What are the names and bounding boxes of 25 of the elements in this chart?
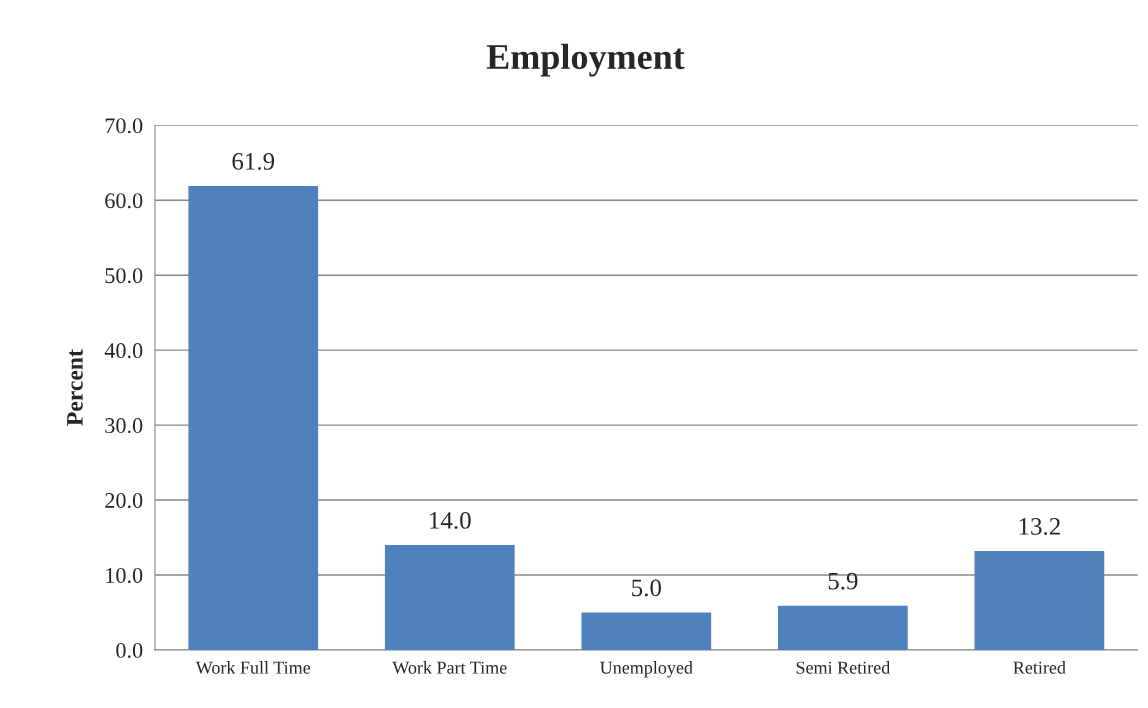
bar [384, 545, 515, 650]
y-tick-label: 40.0 [104, 343, 143, 359]
y-axis-title: Percent [67, 349, 83, 426]
x-tick-label: Semi Retired [796, 661, 891, 674]
y-tick-label: 50.0 [105, 268, 143, 284]
y-tick-label: 70.0 [105, 118, 143, 134]
data-label: 61.9 [232, 153, 275, 170]
x-tick-label: Retired [1013, 661, 1066, 674]
bar [974, 551, 1105, 650]
y-tick-label: 30.0 [105, 418, 143, 434]
y-tick-label: 20.0 [105, 492, 143, 509]
bar [778, 605, 908, 650]
data-label: 13.2 [1019, 518, 1060, 535]
x-tick-label: Work Part Time [392, 661, 507, 674]
data-label: 5.9 [828, 572, 858, 590]
bar [581, 612, 712, 650]
x-tick-label: Work Full Time [195, 661, 311, 674]
chart-title: Employment [486, 43, 685, 77]
y-tick-label: 10.0 [106, 567, 143, 584]
data-label: 5.0 [632, 579, 661, 597]
data-label: 14.0 [430, 511, 471, 529]
x-tick-label: Unemployed [600, 661, 693, 678]
y-tick-label: 0.0 [116, 642, 143, 658]
bar [188, 186, 319, 650]
y-tick-label: 60.0 [105, 193, 143, 209]
